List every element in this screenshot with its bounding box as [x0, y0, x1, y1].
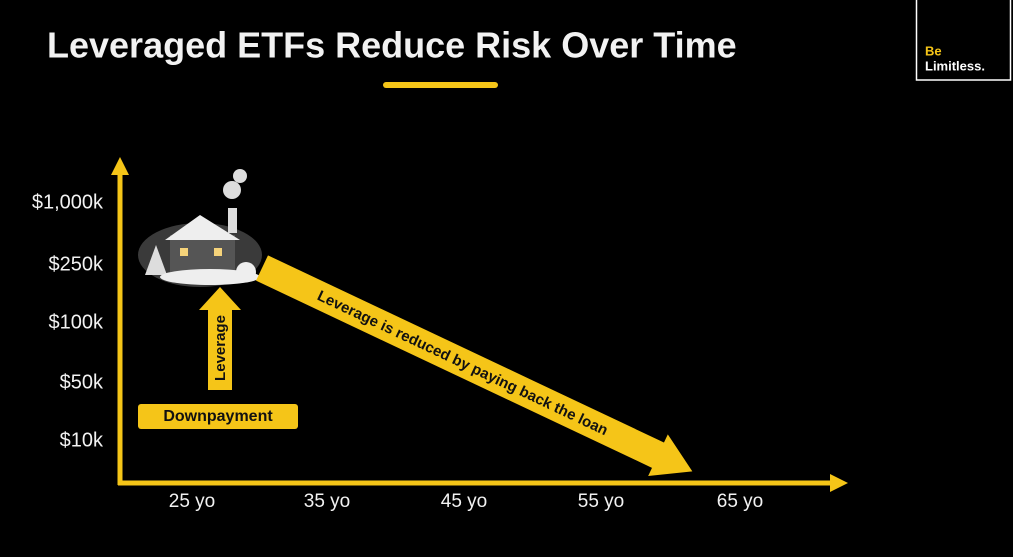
smoke: [223, 181, 241, 199]
snowman: [236, 262, 256, 282]
window: [180, 248, 188, 256]
window: [214, 248, 222, 256]
downpayment-box: [138, 404, 298, 429]
y-label: $1,000k: [32, 191, 104, 213]
y-axis-head: [111, 157, 129, 175]
snow: [160, 269, 260, 285]
x-label: 25 yo: [169, 491, 215, 512]
y-label: $50k: [60, 371, 104, 393]
house-icon: [138, 169, 262, 287]
y-label: $100k: [49, 311, 104, 333]
chimney: [228, 208, 237, 233]
y-label: $250k: [49, 253, 104, 275]
logo-box: [915, 0, 1012, 81]
downpayment-label: Downpayment: [163, 408, 273, 425]
title-underline: [383, 82, 498, 88]
house-body: [170, 235, 235, 275]
smoke: [233, 169, 247, 183]
logo-line2: Limitless.: [925, 58, 985, 73]
roof: [165, 215, 240, 240]
leverage-label: Leverage: [212, 315, 229, 381]
x-label: 45 yo: [441, 491, 487, 512]
x-label: 55 yo: [578, 491, 624, 512]
downpayment: Downpayment: [138, 404, 298, 429]
y-labels: $1,000k $250k $100k $50k $10k: [32, 191, 104, 451]
x-labels: 25 yo 35 yo 45 yo 55 yo 65 yo: [169, 491, 763, 512]
leverage-shaft: [208, 308, 232, 390]
x-label: 35 yo: [304, 491, 350, 512]
tree: [145, 245, 167, 275]
x-label: 65 yo: [717, 491, 763, 512]
logo: Be Limitless.: [915, 0, 1012, 81]
leverage-arrow: Leverage: [199, 287, 241, 390]
y-label: $10k: [60, 429, 104, 451]
axes: [111, 157, 848, 492]
logo-line1: Be: [925, 43, 942, 58]
title: Leveraged ETFs Reduce Risk Over Time: [47, 25, 737, 66]
diagonal-head: [648, 434, 693, 476]
x-axis-head: [830, 474, 848, 492]
leverage-head: [199, 287, 241, 310]
diagonal-shaft: [256, 255, 666, 469]
